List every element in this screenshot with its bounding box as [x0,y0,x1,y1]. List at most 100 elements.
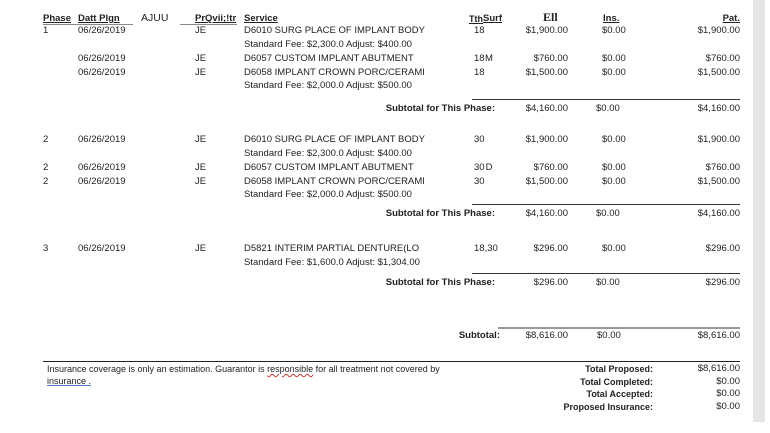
disclaimer-word: responsible [267,364,314,374]
row-phase: 2 [43,162,49,173]
col-extra: AJUU [141,12,169,24]
row-fee: $1,500.00 [525,175,568,187]
row-date: 06/26/2019 [78,134,126,145]
row-provider: JE [195,134,207,145]
phase-subtotal-ins: $0.00 [596,103,620,114]
col-pat: Pat. [722,13,740,24]
total-label: Total Accepted: [586,389,653,399]
row-provider: JE [195,162,207,173]
phase-subtotal-fee: $4,160.00 [525,208,568,219]
col-phase: Phase [43,13,71,24]
phase-subtotal-ins: $0.00 [596,277,620,288]
row-patient: $296.00 [705,243,740,254]
phase-divider [472,204,740,205]
row-tooth: 18 [474,53,485,64]
scrollbar-track[interactable] [753,0,765,422]
phase-divider [472,273,740,274]
row-tooth: 18 [474,25,485,36]
row-date: 06/26/2019 [78,53,126,64]
footer-divider [43,361,740,362]
grand-subtotal-label: Subtotal: [458,330,500,341]
row-service: D6057 CUSTOM IMPLANT ABUTMENT [244,162,414,173]
row-phase: 2 [43,175,49,187]
row-insurance: $0.00 [602,134,626,145]
row-provider: JE [195,175,207,187]
row-provider: JE [195,25,207,36]
phase-subtotal-ins: $0.00 [596,208,620,219]
col-tooth: Tth [469,14,483,24]
row-fee: $296.00 [533,243,568,254]
col-date: Datt Plgn [78,13,120,24]
col-surf: Surf [483,13,502,24]
total-label: Proposed Insurance: [563,401,653,412]
col-service: Service [244,13,278,24]
total-value: $0.00 [716,375,740,387]
total-label: Total Proposed: [585,364,653,374]
row-patient: $1,500.00 [697,66,740,78]
row-provider: JE [195,243,207,254]
row-service: D5821 INTERIM PARTIAL DENTURE(LO [244,243,420,254]
row-patient: $1,900.00 [697,134,740,145]
row-insurance: $0.00 [602,243,626,254]
row-service: D6058 IMPLANT CROWN PORC/CERAMI [244,175,425,187]
row-insurance: $0.00 [602,162,626,173]
row-standard-fee-note: Standard Fee: $2,000.0 Adjust: $500.00 [244,189,412,200]
row-date: 06/26/2019 [78,175,126,187]
row-patient: $760.00 [705,53,740,64]
row-provider: JE [195,53,207,64]
row-tooth: 30 [474,162,485,173]
phase-subtotal-fee: $4,160.00 [525,103,568,114]
grand-subtotal-fee: $8,616.00 [525,330,568,341]
phase-subtotal-pat: $4,160.00 [697,103,740,114]
row-fee: $760.00 [533,53,568,64]
col-provider: PrQvii;!tr [195,13,237,24]
total-value: $0.00 [716,388,740,399]
row-phase: 2 [43,134,49,145]
col-fee: Ell [543,10,558,24]
phase-divider [472,99,740,100]
phase-subtotal-label: Subtotal for This Phase: [385,277,495,288]
row-patient: $1,900.00 [697,25,740,36]
row-service: D6058 IMPLANT CROWN PORC/CERAMI [244,66,425,78]
total-value: $0.00 [716,400,740,412]
insurance-disclaimer: Insurance coverage is only an estimation… [47,363,440,375]
phase-subtotal-pat: $4,160.00 [697,208,740,219]
disclaimer-insurance-link: insurance . [47,376,92,386]
row-fee: $1,900.00 [525,25,568,36]
row-surface: M [485,53,493,64]
row-tooth: 18 [474,66,485,78]
disclaimer-text: for all treatment not covered by [313,364,440,374]
row-service: D6057 CUSTOM IMPLANT ABUTMENT [244,53,414,64]
row-tooth: 18,30 [474,243,498,254]
row-insurance: $0.00 [602,25,626,36]
row-patient: $760.00 [705,162,740,173]
grand-subtotal-ins: $0.00 [597,330,621,341]
row-surface: D [485,162,493,173]
row-date: 06/26/2019 [78,162,126,173]
row-service: D6010 SURG PLACE OF IMPLANT BODY [244,25,425,36]
row-provider: JE [195,66,207,78]
disclaimer-text: Insurance coverage is only an estimation… [47,364,268,374]
row-standard-fee-note: Standard Fee: $1,600.0 Adjust: $1,304.00 [244,256,420,268]
phase-subtotal-pat: $296.00 [705,277,740,288]
header-divider [43,24,133,25]
row-fee: $1,900.00 [525,134,568,145]
grand-subtotal-pat: $8,616.00 [697,330,740,341]
phase-subtotal-label: Subtotal for This Phase: [385,103,495,114]
phase-subtotal-fee: $296.00 [533,277,568,288]
row-insurance: $0.00 [602,66,626,78]
phase-subtotal-label: Subtotal for This Phase: [385,208,495,219]
row-date: 06/26/2019 [78,66,126,78]
row-service: D6010 SURG PLACE OF IMPLANT BODY [244,134,425,145]
row-standard-fee-note: Standard Fee: $2,300.0 Adjust: $400.00 [244,38,412,50]
row-tooth: 30 [474,134,485,145]
row-fee: $1,500.00 [525,66,568,78]
row-tooth: 30 [474,175,485,187]
row-phase: 3 [43,243,49,254]
header-divider [180,24,237,25]
grand-divider [498,327,740,329]
row-standard-fee-note: Standard Fee: $2,300.0 Adjust: $400.00 [244,147,412,159]
row-phase: 1 [43,25,49,36]
row-patient: $1,500.00 [697,175,740,187]
row-date: 06/26/2019 [78,243,126,254]
